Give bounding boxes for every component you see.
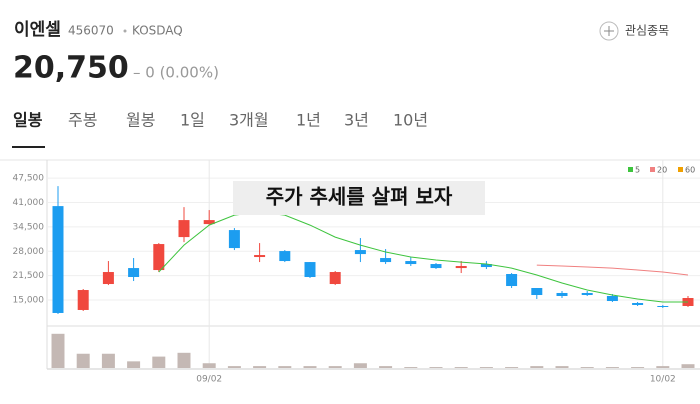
candle-body [103, 272, 114, 284]
volume-bar [127, 361, 140, 368]
stock-name: 이엔셀 [14, 20, 61, 40]
watchlist-button[interactable]: 관심종목 [600, 22, 669, 40]
market: KOSDAQ [132, 24, 183, 38]
volume-bar [329, 366, 342, 368]
candle-body [632, 303, 643, 305]
tab[interactable]: 3개월 [229, 111, 269, 130]
tab[interactable]: 일봉 [13, 111, 43, 130]
volume-bar [102, 354, 115, 368]
tabs: 일봉 주봉 월봉 1일 3개월 1년 3년 10년 [13, 111, 428, 130]
candle-body [380, 258, 391, 262]
moving-average-line [537, 265, 688, 275]
y-tick-label: 41,000 [13, 198, 45, 208]
volume-bar [682, 364, 695, 368]
price: 20,750 [13, 51, 129, 86]
volume-bar [631, 367, 644, 368]
moving-average-line [159, 212, 688, 302]
volume-bar [253, 366, 266, 368]
volume-bar [379, 366, 392, 368]
stock-code: 456070 [68, 24, 114, 38]
tab[interactable]: 3년 [344, 111, 369, 130]
legend-label: 20 [657, 166, 667, 175]
y-tick-label: 34,500 [13, 222, 45, 232]
volume-bar [480, 367, 493, 368]
volume-bar [581, 367, 594, 368]
candle-body [405, 261, 416, 264]
legend-label: 60 [685, 166, 695, 175]
y-tick-label: 28,000 [13, 247, 45, 257]
volume-bar [556, 366, 569, 368]
volume-bar [178, 353, 191, 368]
candle-body [229, 230, 240, 248]
tab[interactable]: 10년 [393, 111, 428, 130]
volume-bar [430, 367, 443, 368]
candle-body [657, 306, 668, 307]
x-tick-label: 09/02 [196, 375, 222, 385]
candle-body [53, 206, 64, 313]
volume-bar [278, 366, 291, 368]
plus-sign [604, 26, 614, 36]
candle-body [607, 296, 618, 301]
volume-bar [455, 367, 468, 368]
candle-body [153, 244, 164, 270]
candle-body [179, 220, 190, 237]
candle-body [557, 293, 568, 296]
annotation: 주가 추세를 살펴 보자 [266, 185, 453, 209]
volume-bar [304, 366, 317, 368]
candle-body [531, 288, 542, 295]
volume-bar [606, 367, 619, 368]
tab[interactable]: 월봉 [126, 111, 155, 130]
candle-body [431, 264, 442, 268]
legend-swatch [650, 167, 655, 172]
candle-body [330, 272, 341, 284]
volume-bar [228, 366, 241, 368]
volume-bar [404, 367, 417, 368]
candle-body [279, 251, 290, 261]
legend-swatch [628, 167, 633, 172]
tab[interactable]: 주봉 [68, 111, 97, 130]
volume-bar [656, 366, 669, 368]
volume-bar [52, 334, 65, 368]
candle-body [456, 266, 467, 268]
volume-bar [354, 363, 367, 368]
volume-bar [530, 366, 543, 368]
candle-body [128, 268, 139, 277]
watchlist-label: 관심종목 [625, 24, 669, 38]
candle-body [506, 274, 517, 286]
x-tick-label: 10/02 [650, 375, 676, 385]
volume-bar [152, 357, 165, 368]
y-tick-label: 21,500 [13, 271, 45, 281]
candle-body [582, 293, 593, 295]
y-tick-label: 47,500 [13, 174, 45, 184]
candle-body [355, 250, 366, 254]
candle-body [254, 255, 265, 257]
volume-bar [77, 354, 90, 368]
tab[interactable]: 1년 [296, 111, 321, 130]
price-change: – 0 (0.00%) [133, 64, 219, 82]
tab[interactable]: 1일 [180, 111, 205, 130]
candle-body [78, 290, 89, 310]
legend-swatch [678, 167, 683, 172]
candle-body [305, 262, 316, 277]
legend-label: 5 [635, 166, 640, 175]
volume-bar [505, 367, 518, 368]
volume-bar [203, 363, 216, 368]
separator-dot [124, 30, 127, 33]
y-tick-label: 15,000 [13, 296, 45, 306]
